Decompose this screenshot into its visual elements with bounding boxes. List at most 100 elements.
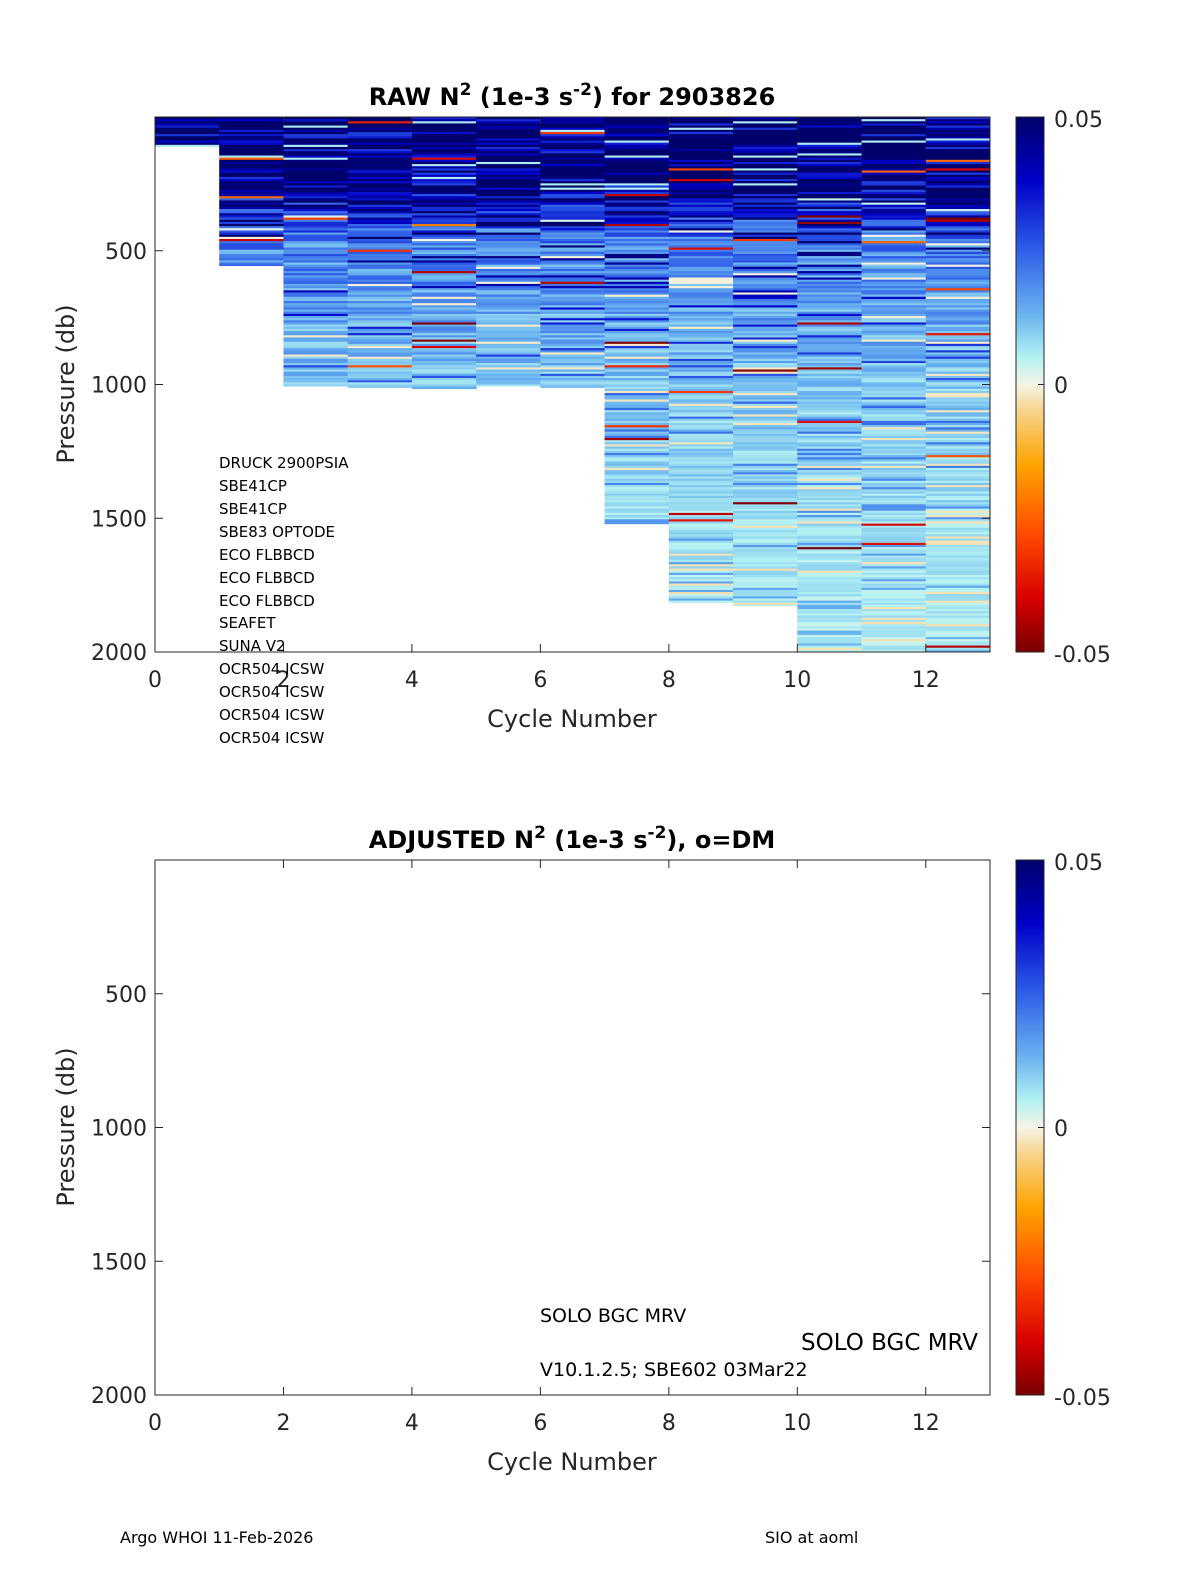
heatmap-cell (283, 157, 349, 161)
heatmap-cell (347, 125, 413, 129)
heatmap-cell (668, 384, 734, 388)
heatmap-cell (347, 262, 413, 266)
heatmap-cell (219, 181, 285, 184)
heatmap-cell (668, 354, 734, 358)
heatmap-cell (797, 119, 863, 122)
heatmap-cell (861, 279, 927, 283)
heatmap-cell (411, 303, 477, 306)
heatmap-cell (219, 187, 285, 191)
heatmap-cell (861, 348, 927, 351)
heatmap-cell (604, 369, 670, 373)
heatmap-cell (347, 134, 413, 137)
heatmap-cell (797, 427, 863, 431)
heatmap-cell (604, 472, 670, 475)
heatmap-cell (476, 172, 541, 176)
heatmap-cell (411, 215, 477, 219)
heatmap-cell (155, 127, 220, 131)
heatmap-cell (797, 412, 863, 416)
heatmap-cell (797, 619, 863, 623)
heatmap-cell (733, 467, 798, 471)
heatmap-cell (476, 350, 541, 353)
heatmap-cell (604, 401, 670, 405)
heatmap-cell (347, 149, 413, 152)
heatmap-cell (733, 301, 798, 304)
heatmap-cell (733, 262, 798, 266)
heatmap-cell (797, 322, 863, 326)
heatmap-cell (283, 271, 349, 274)
heatmap-cell (861, 206, 927, 210)
heatmap-cell (347, 316, 413, 319)
heatmap-cell (540, 322, 606, 326)
heatmap-cell (733, 144, 798, 148)
heatmap-cell (540, 121, 606, 125)
heatmap-cell (476, 283, 541, 287)
heatmap-cell (347, 228, 413, 232)
heatmap-cell (219, 258, 285, 261)
heatmap-cell (797, 630, 863, 634)
heatmap-cell (797, 191, 863, 195)
heatmap-cell (861, 517, 927, 520)
heatmap-cell (604, 296, 670, 300)
heatmap-cell (861, 564, 927, 567)
heatmap-cell (283, 125, 349, 129)
heatmap-cell (668, 277, 734, 281)
heatmap-cell (347, 181, 413, 184)
heatmap-cell (861, 174, 927, 178)
heatmap-cell (219, 245, 285, 249)
heatmap-cell (604, 303, 670, 306)
heatmap-cell (347, 356, 413, 360)
heatmap-cell (604, 429, 670, 433)
heatmap-cell (540, 249, 606, 253)
heatmap-cell (861, 198, 927, 202)
heatmap-cell (604, 358, 670, 362)
heatmap-cell (925, 230, 990, 234)
heatmap-cell (861, 221, 927, 225)
heatmap-cell (733, 360, 798, 364)
heatmap-cell (861, 331, 927, 334)
heatmap-cell (411, 200, 477, 204)
heatmap-cell (476, 213, 541, 217)
heatmap-cell (476, 281, 541, 285)
heatmap-column (411, 117, 477, 390)
heatmap-cell (733, 555, 798, 559)
heatmap-cell (604, 196, 670, 199)
heatmap-cell (733, 510, 798, 514)
heatmap-cell (347, 303, 413, 306)
heatmap-cell (733, 423, 798, 426)
heatmap-cell (476, 339, 541, 343)
heatmap-cell (733, 536, 798, 540)
heatmap-cell (733, 305, 798, 309)
x-tick-label: 8 (662, 668, 676, 693)
heatmap-cell (476, 292, 541, 296)
heatmap-cell (604, 397, 670, 401)
heatmap-cell (347, 320, 413, 324)
heatmap-cell (733, 292, 798, 296)
heatmap-cell (797, 136, 863, 139)
heatmap-cell (925, 151, 990, 154)
heatmap-cell (861, 412, 927, 416)
heatmap-cell (540, 189, 606, 193)
heatmap-cell (797, 298, 863, 302)
heatmap-cell (476, 268, 541, 272)
heatmap-cell (411, 341, 477, 345)
heatmap-cell (347, 266, 413, 270)
heatmap-cell (411, 316, 477, 319)
heatmap-cell (861, 502, 927, 505)
heatmap-cell (411, 277, 477, 281)
heatmap-cell (797, 399, 863, 403)
heatmap-cell (347, 249, 413, 253)
heatmap-cell (604, 179, 670, 182)
heatmap-cell (283, 360, 349, 364)
heatmap-cell (668, 504, 734, 508)
heatmap-cell (797, 500, 863, 503)
heatmap-cell (733, 256, 798, 259)
heatmap-cell (476, 206, 541, 210)
heatmap-cell (925, 202, 990, 206)
heatmap-cell (668, 307, 734, 311)
heatmap-cell (797, 288, 863, 291)
heatmap-cell (797, 382, 863, 386)
heatmap-cell (347, 183, 413, 187)
heatmap-cell (604, 470, 670, 473)
heatmap-cell (925, 249, 990, 253)
heatmap-cell (733, 585, 798, 589)
